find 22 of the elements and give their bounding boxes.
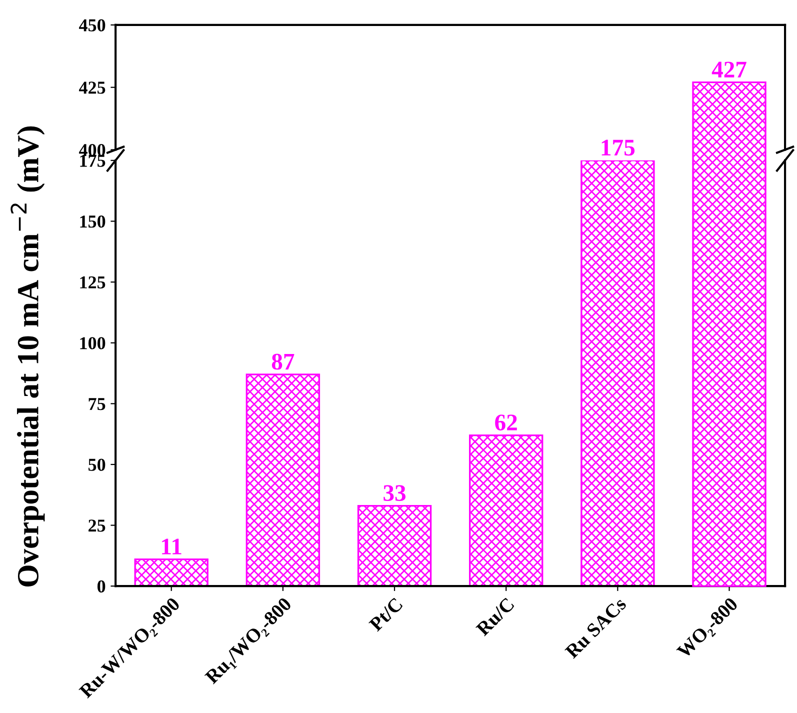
bar [468, 434, 544, 586]
y-tick-label: 175 [80, 154, 106, 167]
bar [580, 160, 655, 586]
data-label: 33 [384, 485, 406, 502]
y-tick-label: 150 [80, 215, 106, 228]
y-axis-title: Overpotential at 10 mA cm$^{−2}$ (mV) [10, 126, 45, 586]
y-tick-label: 25 [88, 520, 106, 532]
y-tick-label: 0 [98, 580, 106, 593]
y-tick-label: 450 [79, 19, 106, 32]
y-tick-label: 100 [80, 337, 106, 350]
data-label: 11 [162, 538, 182, 554]
bar [246, 374, 320, 586]
y-tick-label: 75 [88, 398, 106, 410]
data-label: 62 [495, 414, 517, 430]
bar [134, 558, 208, 586]
y-tick-label: 125 [80, 276, 106, 288]
data-label: 427 [712, 62, 746, 78]
data-label: 175 [602, 140, 635, 156]
bar [357, 504, 432, 586]
y-tick-label: 50 [88, 458, 106, 471]
y-tick-label: 425 [79, 82, 106, 94]
data-label: 87 [272, 354, 294, 370]
